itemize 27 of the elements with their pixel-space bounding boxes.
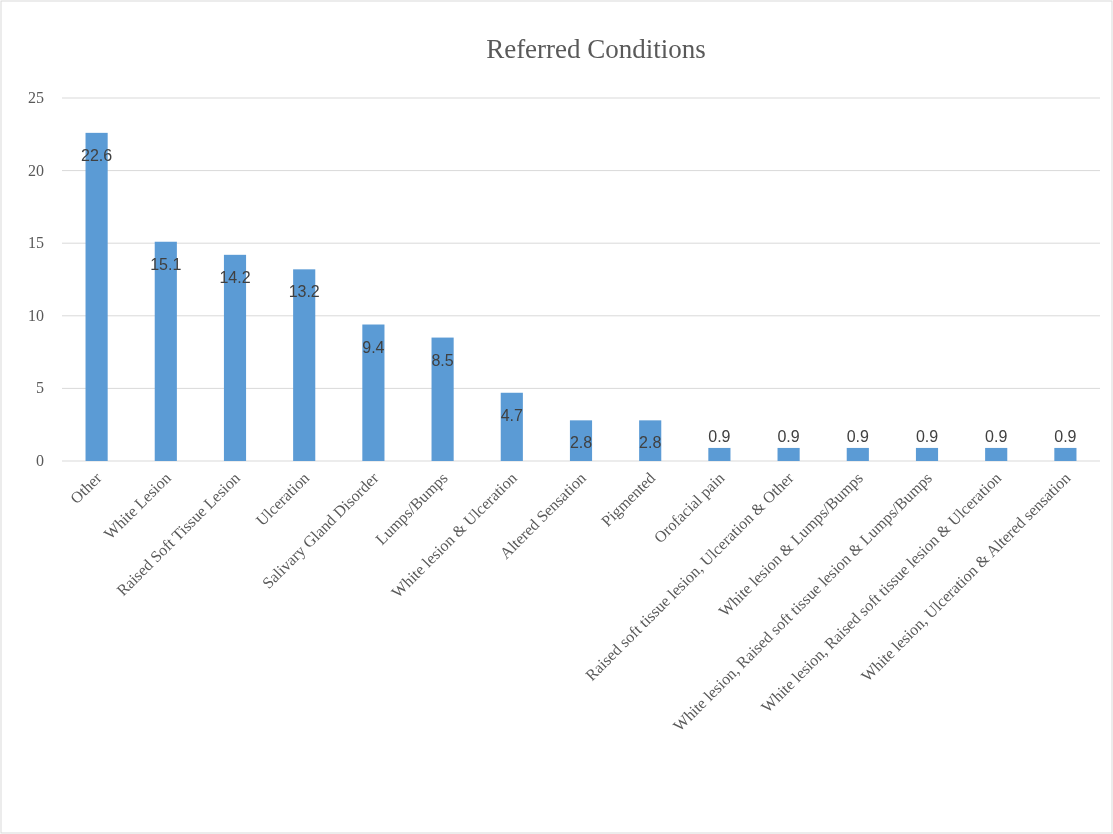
data-label: 8.5: [431, 351, 454, 369]
data-label: 0.9: [777, 427, 800, 445]
y-tick-label: 0: [36, 452, 44, 469]
y-tick-label: 25: [28, 89, 44, 106]
bar: [915, 447, 939, 461]
bar: [708, 447, 731, 461]
y-tick-label: 10: [28, 306, 44, 324]
bar: [985, 447, 1008, 461]
bar: [1054, 447, 1077, 461]
chart-title: Referred Conditions: [486, 34, 706, 64]
data-label: 0.9: [846, 427, 870, 445]
bar: [777, 447, 800, 461]
data-label: 2.8: [639, 434, 662, 452]
data-label: 9.4: [362, 338, 385, 356]
data-label: 0.9: [915, 427, 939, 445]
bar: [431, 337, 454, 461]
data-label: 0.9: [708, 427, 731, 445]
bar: [846, 447, 869, 461]
y-tick-label: 15: [28, 234, 44, 252]
data-label: 0.9: [1054, 427, 1077, 445]
data-label: 2.8: [569, 434, 593, 452]
bar: [362, 324, 385, 461]
y-tick-label: 20: [28, 161, 44, 179]
y-tick-label: 5: [36, 379, 44, 397]
data-label: 4.7: [500, 406, 524, 424]
data-label: 0.9: [985, 427, 1008, 445]
bar: [500, 392, 523, 461]
